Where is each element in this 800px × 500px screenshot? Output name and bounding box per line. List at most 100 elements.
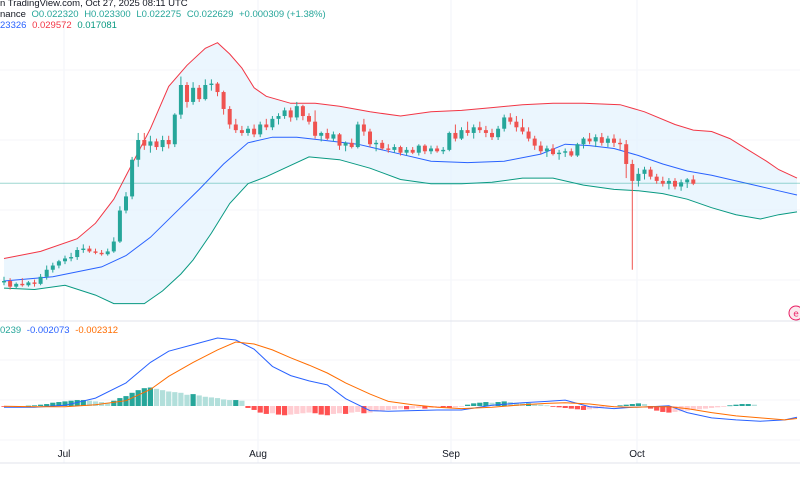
candle xyxy=(142,132,147,150)
macd-hist-bar xyxy=(391,406,397,410)
macd-hist-bar xyxy=(190,394,196,406)
candle-body xyxy=(130,159,135,197)
candle xyxy=(538,141,543,155)
candle-body xyxy=(648,169,653,177)
candle-body xyxy=(38,276,43,284)
candle xyxy=(136,132,141,167)
macd-hist-bar xyxy=(605,406,611,408)
candle-body xyxy=(191,87,196,102)
macd-hist-bar xyxy=(330,406,336,414)
candle-body xyxy=(185,85,189,102)
macd-hist-bar xyxy=(751,404,757,406)
open-value: O0.022320 xyxy=(31,9,79,20)
macd-hist-bar xyxy=(294,406,300,414)
macd-hist-bar xyxy=(495,402,501,406)
candle xyxy=(56,259,61,269)
macd-hist-bar xyxy=(556,406,562,408)
candle-body xyxy=(117,210,122,242)
candle xyxy=(221,90,226,115)
candle-body xyxy=(154,141,159,148)
macd-hist-bar xyxy=(404,406,410,410)
macd-hist-bar xyxy=(452,406,458,408)
candle xyxy=(642,166,647,180)
candlestick-series xyxy=(2,76,696,290)
candle xyxy=(81,244,86,253)
candle-body xyxy=(331,134,336,139)
macd-hist-bar xyxy=(208,397,214,406)
candle xyxy=(380,140,385,150)
macd-hist-bar xyxy=(629,404,635,406)
candle-body xyxy=(679,182,684,187)
candle-body xyxy=(673,180,677,187)
candle xyxy=(307,113,311,125)
macd-hist-bar xyxy=(166,391,172,406)
candle-body xyxy=(453,132,458,139)
candle-body xyxy=(111,241,116,252)
macd-hist-bar xyxy=(227,400,233,406)
candle-body xyxy=(569,151,574,156)
high-value: H0.023300 xyxy=(84,9,131,20)
candle xyxy=(386,144,391,153)
macd-hist-bar xyxy=(282,406,288,416)
svg-text:e: e xyxy=(793,310,799,320)
macd-hist-bar xyxy=(562,406,568,408)
candle xyxy=(612,134,616,148)
candle xyxy=(191,82,196,105)
macd-hist-bar xyxy=(672,406,678,412)
bb-basis-value: 23326 xyxy=(0,20,27,31)
candle xyxy=(477,121,482,133)
tv-logo-icon[interactable]: e xyxy=(788,305,800,321)
candle xyxy=(32,279,37,287)
candle xyxy=(178,76,183,119)
macd-hist-bar xyxy=(312,406,318,414)
macd-hist-bar xyxy=(379,406,385,411)
candle-body xyxy=(313,121,318,136)
candle xyxy=(544,145,549,157)
candle-body xyxy=(233,124,238,131)
macd-hist-bar xyxy=(178,392,184,406)
candle xyxy=(636,168,641,187)
change-value: +0.000309 (+1.38%) xyxy=(239,9,326,20)
candle-body xyxy=(75,250,80,258)
candle xyxy=(313,110,318,139)
candle-body xyxy=(221,92,226,109)
candle-body xyxy=(20,283,25,286)
macd-hist-bar xyxy=(715,406,721,408)
macd-hist-bar xyxy=(678,406,684,412)
macd-hist-bar xyxy=(471,403,477,406)
candle xyxy=(422,144,427,155)
candle-body xyxy=(551,148,555,155)
candle-body xyxy=(429,148,433,152)
candle-body xyxy=(337,134,342,146)
bb-upper-value: 0.029572 xyxy=(32,20,72,31)
candle xyxy=(514,116,519,132)
x-axis-label: Aug xyxy=(249,449,267,460)
macd-hist-bar xyxy=(654,406,660,411)
macd-hist-bar xyxy=(336,406,343,414)
macd-hist-bar xyxy=(513,402,519,406)
macd-hist-bar xyxy=(580,406,587,410)
candle xyxy=(166,135,171,149)
candle-body xyxy=(93,251,98,253)
candle-body xyxy=(294,106,299,118)
candle xyxy=(63,255,67,265)
candle xyxy=(673,178,677,190)
macd-hist-bar xyxy=(641,404,648,406)
macd-hist-bar xyxy=(184,394,190,406)
macd-hist-bar xyxy=(373,406,379,412)
macd-hist-bar xyxy=(434,406,440,408)
macd-hist-bar xyxy=(367,406,373,413)
macd-hist-bar xyxy=(483,402,489,406)
candle-body xyxy=(81,248,86,250)
macd-hist-bar xyxy=(74,400,80,406)
candle-body xyxy=(593,137,598,142)
candle-body xyxy=(508,117,513,122)
candle xyxy=(557,149,562,160)
candle xyxy=(532,135,537,150)
candle-body xyxy=(307,116,311,122)
candle-body xyxy=(416,145,421,153)
close-value: C0.022629 xyxy=(186,9,234,20)
candle-body xyxy=(441,149,446,152)
candle xyxy=(2,276,6,286)
